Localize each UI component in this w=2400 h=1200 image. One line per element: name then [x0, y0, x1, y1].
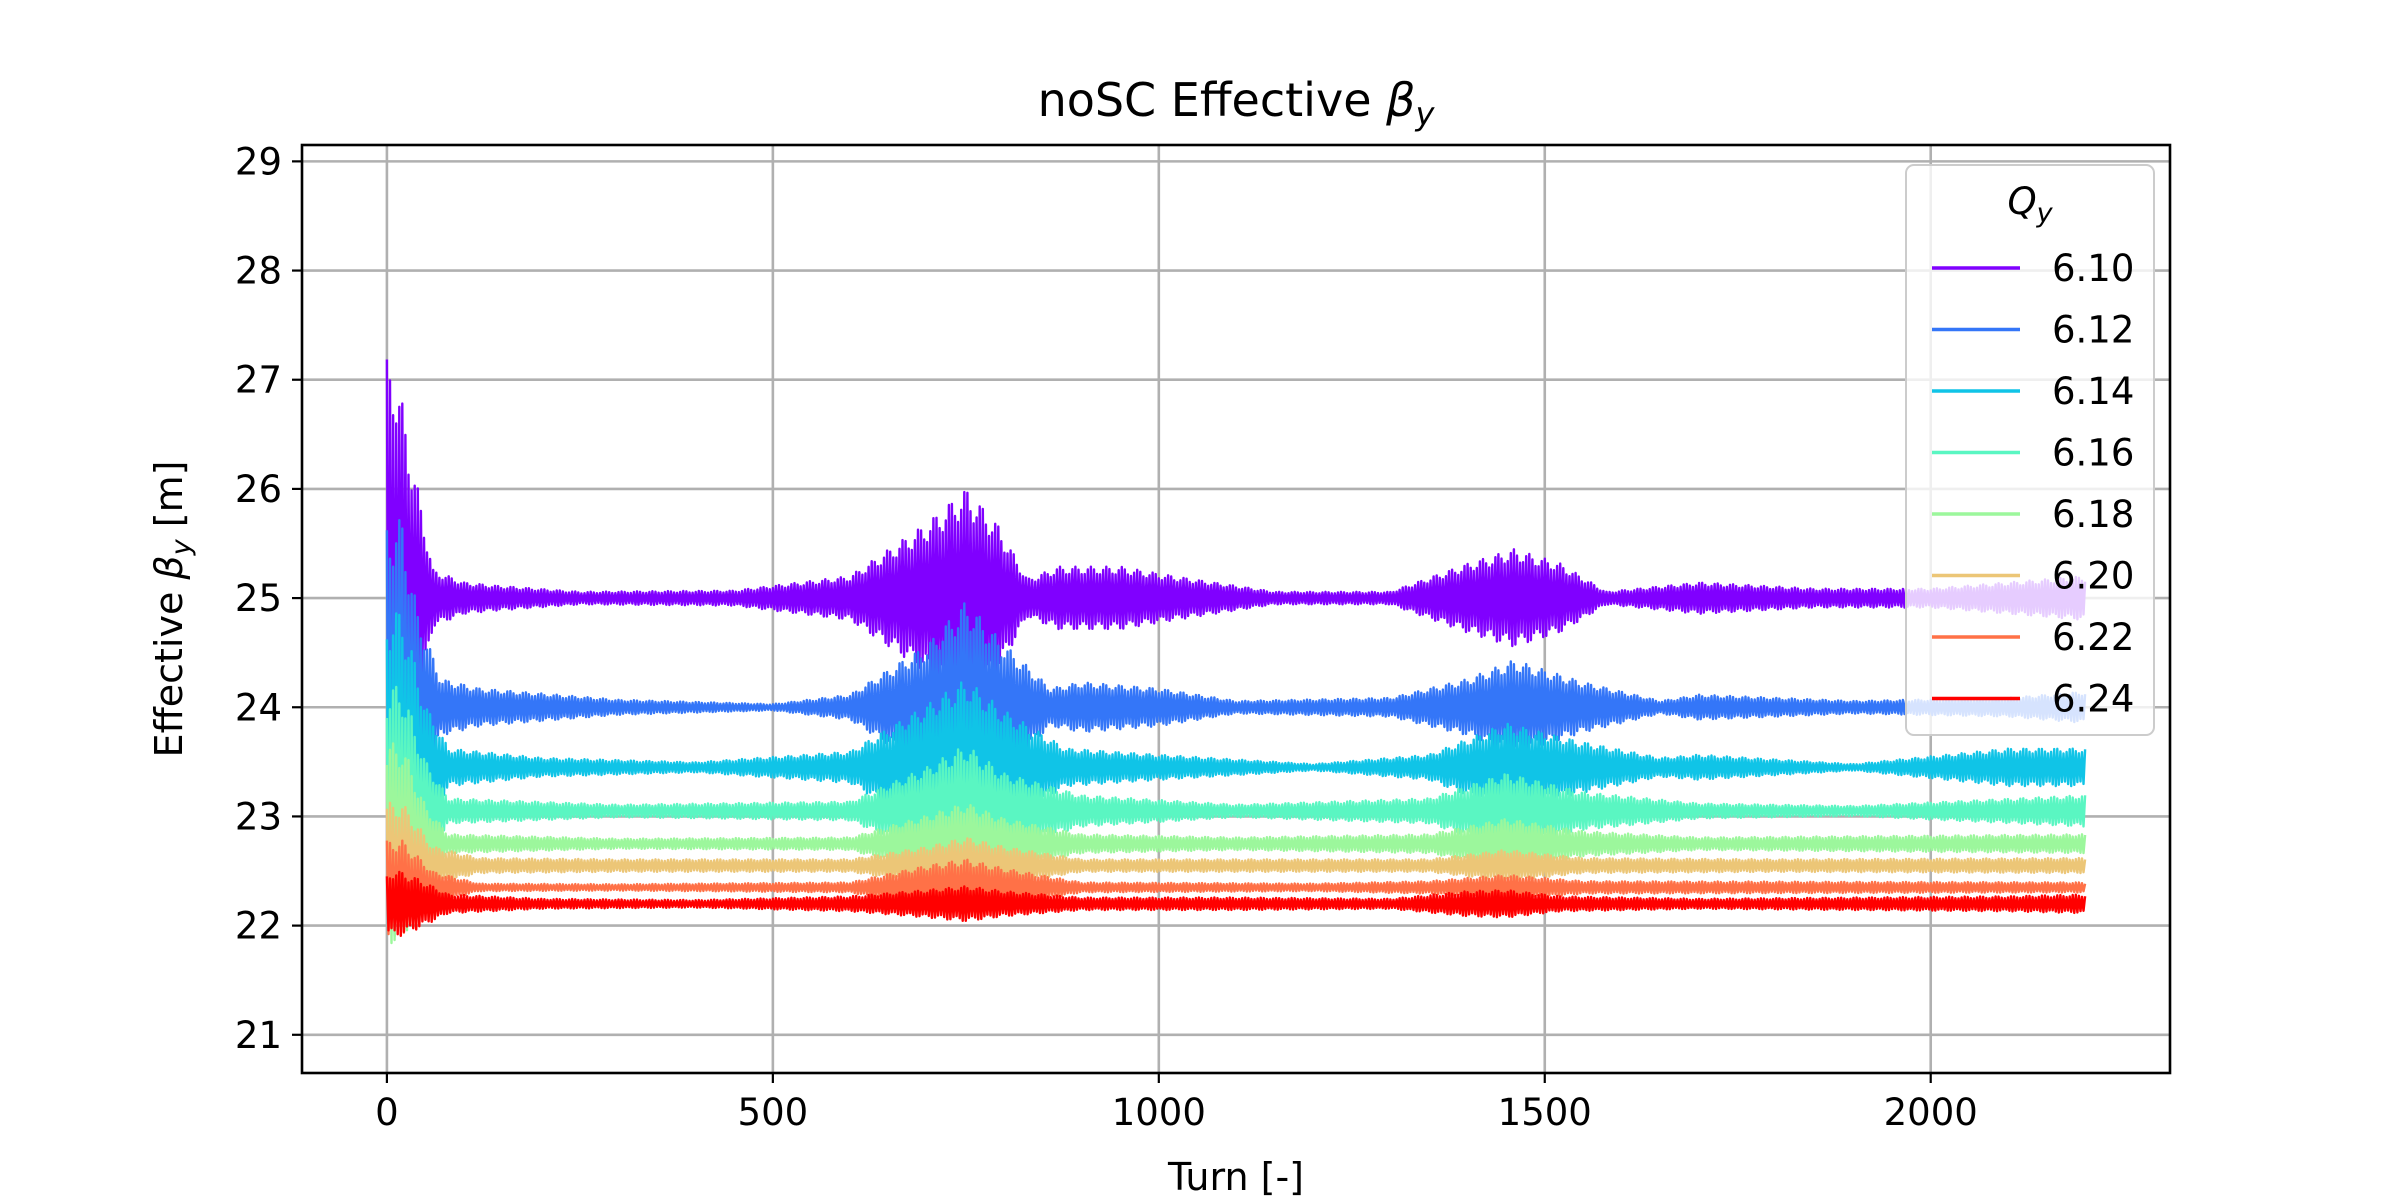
chart-title: noSC Effective βy [1038, 73, 1436, 133]
y-tick-label: 28 [235, 250, 282, 293]
y-tick-label: 27 [235, 359, 282, 402]
x-axis-label: Turn [-] [1167, 1155, 1304, 1199]
x-tick-label: 1000 [1112, 1091, 1206, 1134]
legend-title: Qy [2007, 180, 2053, 229]
legend-label: 6.22 [2052, 616, 2134, 659]
legend-box [1905, 164, 2155, 736]
legend-label: 6.12 [2052, 309, 2134, 352]
x-tick-label: 0 [375, 1091, 399, 1134]
series-line-6-22 [385, 839, 2087, 936]
plot-frame [300, 143, 2172, 1075]
y-tick-label: 24 [235, 686, 282, 729]
legend-label: 6.14 [2052, 370, 2134, 413]
x-tick-label: 1500 [1498, 1091, 1592, 1134]
series-line-6-14 [385, 612, 2087, 926]
series-line-6-10 [385, 359, 2087, 832]
y-tick-label: 23 [235, 795, 282, 838]
x-tick-label: 500 [738, 1091, 809, 1134]
x-tick-label: 2000 [1884, 1091, 1978, 1134]
axis-ticks: 0 500 1000 1500 2000 21 22 23 24 25 26 27 28 29 [235, 140, 1978, 1134]
y-tick-label: 26 [235, 468, 282, 511]
series-line-6-24 [385, 870, 2087, 937]
series-line-6-16 [385, 685, 2087, 938]
legend-label: 6.16 [2052, 432, 2134, 475]
y-tick-label: 22 [235, 905, 282, 948]
series-line-6-20 [385, 801, 2087, 929]
y-axis-label: Effective βy [m] [147, 461, 197, 758]
y-tick-label: 29 [235, 140, 282, 183]
legend: Qy 6.10 6.12 6.14 6.16 6.18 6.20 6.22 6.24 [1905, 164, 2155, 736]
series-line-6-18 [385, 742, 2087, 945]
y-tick-label: 21 [235, 1014, 282, 1057]
legend-label: 6.20 [2052, 555, 2134, 598]
legend-entries: 6.10 6.12 6.14 6.16 6.18 6.20 6.22 6.24 [1932, 247, 2134, 721]
legend-label: 6.10 [2052, 247, 2134, 290]
series-line-6-12 [385, 519, 2087, 896]
series-layer [385, 359, 2087, 945]
legend-label: 6.24 [2052, 678, 2134, 721]
plot-area [302, 145, 2170, 1073]
y-tick-label: 25 [235, 577, 282, 620]
legend-label: 6.18 [2052, 493, 2134, 536]
